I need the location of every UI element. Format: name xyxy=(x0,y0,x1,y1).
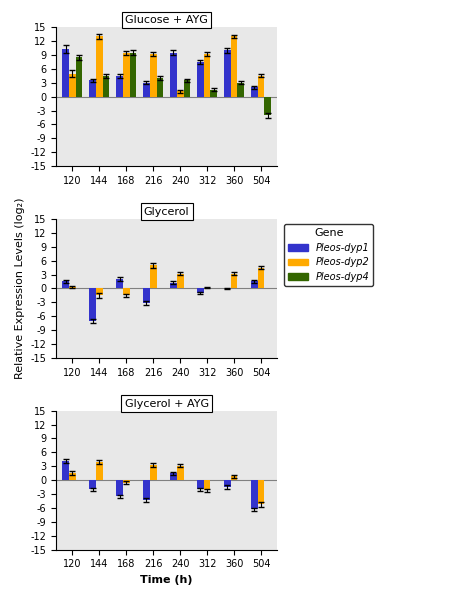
Title: Glycerol: Glycerol xyxy=(144,207,190,217)
Bar xyxy=(238,83,244,97)
Bar xyxy=(89,289,96,321)
Bar xyxy=(130,53,136,97)
Title: Glycerol + AYG: Glycerol + AYG xyxy=(124,398,209,409)
Bar xyxy=(150,465,157,480)
Bar xyxy=(89,480,96,490)
Bar xyxy=(96,37,103,97)
Bar xyxy=(123,289,130,295)
Bar xyxy=(204,480,210,490)
Bar xyxy=(143,480,150,500)
Bar xyxy=(170,283,177,289)
Bar xyxy=(177,466,183,480)
Bar xyxy=(231,476,238,480)
Bar xyxy=(170,473,177,480)
X-axis label: Time (h): Time (h) xyxy=(141,575,193,585)
Bar xyxy=(116,480,123,496)
Legend: Pleos-dyp1, Pleos-dyp2, Pleos-dyp4: Pleos-dyp1, Pleos-dyp2, Pleos-dyp4 xyxy=(284,224,373,286)
Bar xyxy=(204,287,210,289)
Bar xyxy=(231,274,238,289)
Bar xyxy=(177,91,183,97)
Bar xyxy=(251,88,257,97)
Bar xyxy=(210,90,217,97)
Bar xyxy=(265,97,271,115)
Bar xyxy=(89,80,96,97)
Bar xyxy=(150,265,157,289)
Bar xyxy=(197,62,204,97)
Bar xyxy=(69,74,76,97)
Bar xyxy=(224,480,231,487)
Bar xyxy=(177,274,183,289)
Bar xyxy=(197,480,204,490)
Bar xyxy=(183,80,190,97)
Bar xyxy=(143,83,150,97)
Bar xyxy=(123,480,130,482)
Bar xyxy=(150,54,157,97)
Bar xyxy=(257,268,265,289)
Bar xyxy=(257,480,265,505)
Bar xyxy=(96,289,103,295)
Bar xyxy=(103,76,109,97)
Bar xyxy=(231,37,238,97)
Bar xyxy=(197,289,204,293)
Bar xyxy=(62,49,69,97)
Bar xyxy=(116,76,123,97)
Bar xyxy=(62,461,69,480)
Bar xyxy=(123,53,130,97)
Bar xyxy=(204,54,210,97)
Bar xyxy=(251,281,257,289)
Bar xyxy=(62,281,69,289)
Y-axis label: Relative Expression Levels (log₂): Relative Expression Levels (log₂) xyxy=(15,197,25,379)
Bar xyxy=(257,76,265,97)
Bar xyxy=(96,461,103,480)
Bar xyxy=(116,279,123,289)
Bar xyxy=(251,480,257,509)
Bar xyxy=(76,57,83,97)
Bar xyxy=(69,473,76,480)
Bar xyxy=(157,78,163,97)
Title: Glucose + AYG: Glucose + AYG xyxy=(125,15,208,25)
Bar xyxy=(143,289,150,303)
Bar xyxy=(224,50,231,97)
Bar xyxy=(69,287,76,289)
Bar xyxy=(170,53,177,97)
